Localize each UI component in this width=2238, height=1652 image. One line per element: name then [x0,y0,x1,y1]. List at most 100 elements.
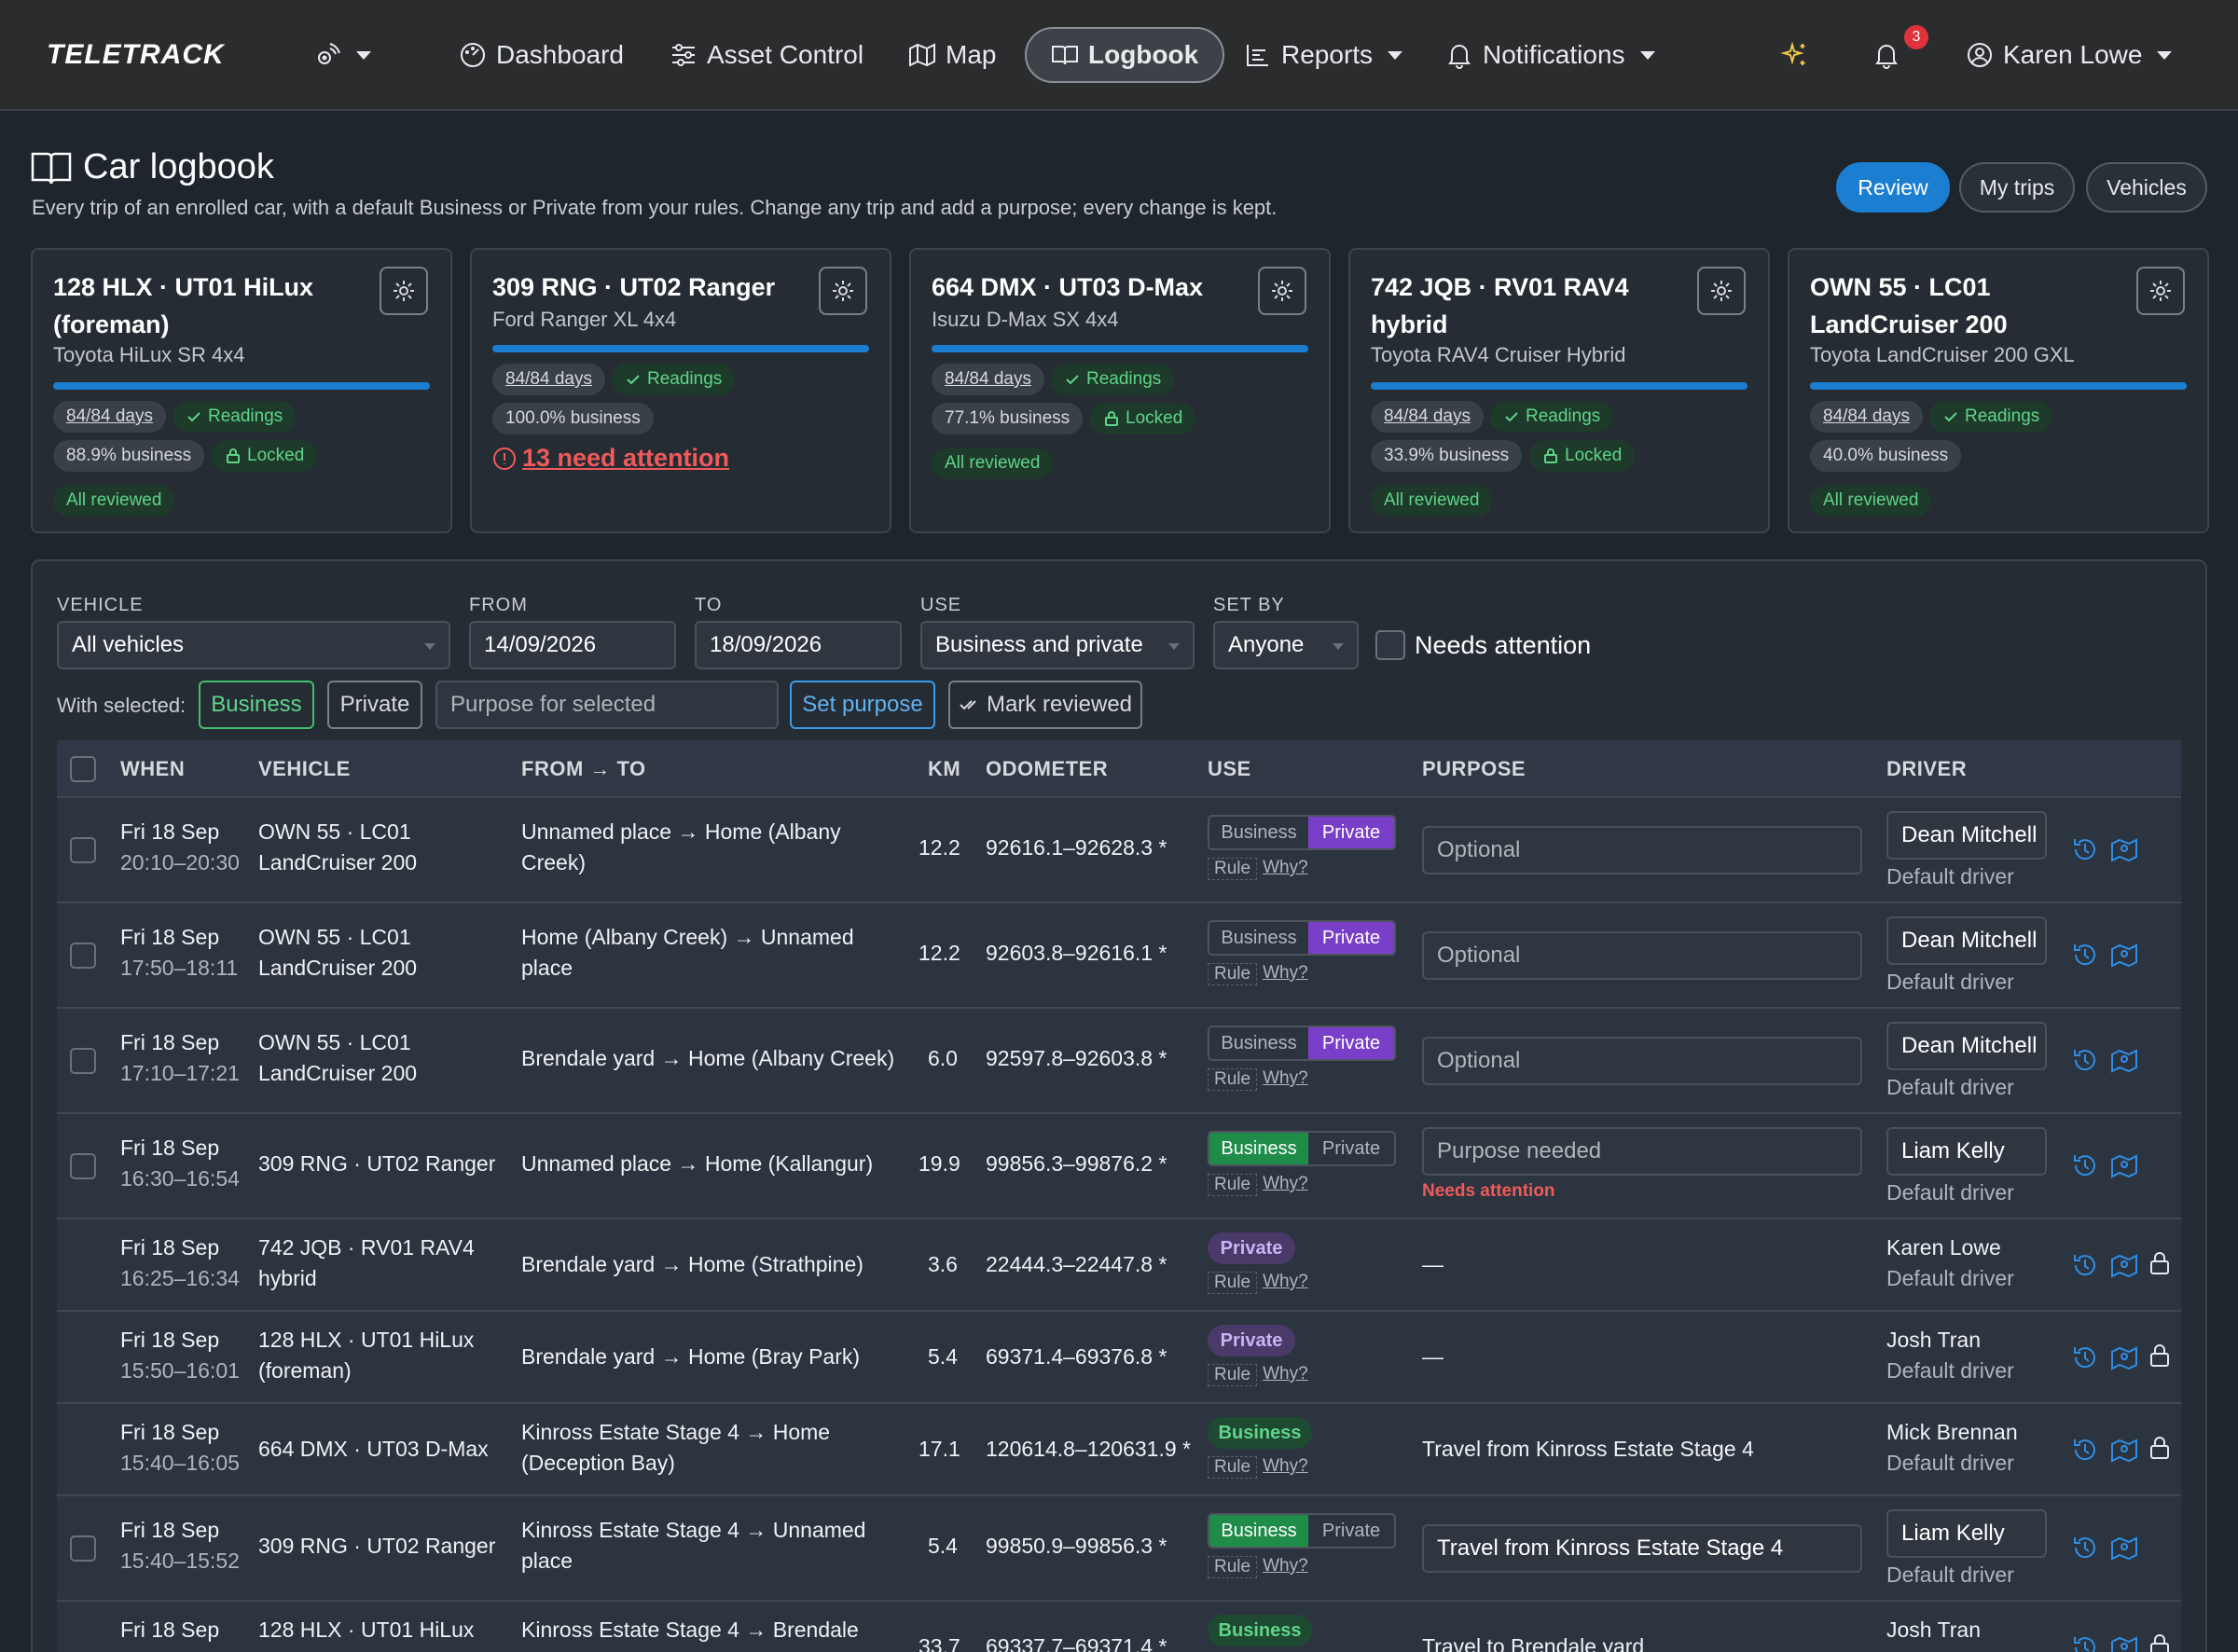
table-row[interactable]: Fri 18 Sep 16:30–16:54 309 RNG · UT02 Ra… [57,1114,2181,1219]
from-date-input[interactable]: 14/09/2026 [469,621,676,669]
header-driver[interactable]: DRIVER [1886,757,1968,780]
header-when[interactable]: WHEN [120,757,186,780]
history-icon[interactable] [2071,1251,2099,1279]
header-use[interactable]: USE [1208,757,1251,780]
use-toggle[interactable]: Business Private [1208,1513,1396,1549]
history-icon[interactable] [2071,835,2099,863]
use-business-option[interactable]: Business [1221,821,1297,843]
use-toggle[interactable]: Business Private [1208,1131,1396,1166]
days-chip[interactable]: 84/84 days [1371,401,1484,433]
mark-reviewed-button[interactable]: Mark reviewed [948,681,1142,729]
header-odometer[interactable]: ODOMETER [986,757,1109,780]
use-private-option[interactable]: Private [1308,922,1394,954]
use-private-option[interactable]: Private [1321,1520,1381,1541]
vehicle-settings-button[interactable] [1697,267,1746,315]
history-icon[interactable] [2071,1343,2099,1371]
rule-why[interactable]: Rule Why? [1208,1556,1308,1578]
why-link[interactable]: Why? [1263,1556,1308,1576]
rule-why[interactable]: Rule Why? [1208,1272,1308,1294]
why-link[interactable]: Why? [1263,963,1308,983]
rule-why[interactable]: Rule Why? [1208,1174,1308,1196]
table-row[interactable]: Fri 18 Sep 15:50–16:01 128 HLX · UT01 Hi… [57,1312,2181,1404]
driver-input[interactable]: Dean Mitchell [1886,916,2047,965]
history-icon[interactable] [2071,1534,2099,1562]
row-checkbox[interactable] [70,943,96,969]
header-from-to[interactable]: FROM → TO [521,757,646,780]
driver-input[interactable]: Liam Kelly [1886,1127,2047,1176]
purpose-input[interactable]: Optional [1422,826,1862,874]
map-route-icon[interactable] [2110,1534,2138,1562]
why-link[interactable]: Why? [1263,1272,1308,1291]
set-purpose-button[interactable]: Set purpose [790,681,935,729]
map-route-icon[interactable] [2110,1046,2138,1074]
to-date-input[interactable]: 18/09/2026 [695,621,902,669]
vehicle-card[interactable]: 128 HLX · UT01 HiLux (foreman) Toyota Hi… [31,248,452,533]
row-checkbox[interactable] [70,1153,96,1179]
bulk-business-button[interactable]: Business [199,681,314,729]
table-row[interactable]: Fri 18 Sep 15:40–16:05 664 DMX · UT03 D-… [57,1404,2181,1496]
vehicle-settings-button[interactable] [2136,267,2185,315]
history-icon[interactable] [2071,941,2099,969]
bulk-private-button[interactable]: Private [327,681,422,729]
ai-sparkle-button[interactable] [1780,26,1808,84]
nav-reports[interactable]: Reports [1244,26,1403,84]
nav-map[interactable]: Map [908,26,996,84]
map-route-icon[interactable] [2110,941,2138,969]
vehicle-settings-button[interactable] [380,267,428,315]
rule-why[interactable]: Rule Why? [1208,1068,1308,1091]
table-row[interactable]: Fri 18 Sep 20:10–20:30 OWN 55 · LC01 Lan… [57,798,2181,903]
bulk-purpose-input[interactable]: Purpose for selected [435,681,779,729]
row-checkbox[interactable] [70,1535,96,1562]
purpose-input[interactable]: Travel from Kinross Estate Stage 4 [1422,1524,1862,1573]
map-route-icon[interactable] [2110,1151,2138,1179]
use-private-option[interactable]: Private [1308,1027,1394,1059]
table-row[interactable]: Fri 18 Sep 17:50–18:11 OWN 55 · LC01 Lan… [57,903,2181,1009]
use-toggle[interactable]: Business Private [1208,920,1396,956]
vehicle-settings-button[interactable] [1258,267,1306,315]
why-link[interactable]: Why? [1263,1456,1308,1476]
vehicle-card[interactable]: 664 DMX · UT03 D-Max Isuzu D-Max SX 4x4 … [909,248,1331,533]
driver-input[interactable]: Dean Mitchell [1886,1022,2047,1070]
map-route-icon[interactable] [2110,835,2138,863]
use-business-option[interactable]: Business [1209,1133,1308,1164]
nav-logbook[interactable]: Logbook [1025,27,1225,83]
rule-why[interactable]: Rule Why? [1208,858,1308,880]
table-row[interactable]: Fri 18 Sep 17:10–17:21 OWN 55 · LC01 Lan… [57,1009,2181,1114]
days-chip[interactable]: 84/84 days [1810,401,1923,433]
why-link[interactable]: Why? [1263,1068,1308,1088]
review-button[interactable]: Review [1836,162,1950,213]
history-icon[interactable] [2071,1436,2099,1464]
vehicle-filter-select[interactable]: All vehicles [57,621,450,669]
use-toggle[interactable]: Business Private [1208,1026,1396,1061]
needs-attention-checkbox[interactable] [1375,630,1405,660]
purpose-input[interactable]: Optional [1422,1037,1862,1085]
use-business-option[interactable]: Business [1209,1515,1308,1547]
rule-why[interactable]: Rule Why? [1208,1364,1308,1386]
vehicles-button[interactable]: Vehicles [2086,162,2207,213]
vehicle-card[interactable]: OWN 55 · LC01 LandCruiser 200 Toyota Lan… [1788,248,2209,533]
map-route-icon[interactable] [2110,1436,2138,1464]
purpose-input[interactable]: Purpose needed [1422,1127,1862,1176]
use-business-option[interactable]: Business [1221,927,1297,948]
use-private-option[interactable]: Private [1308,817,1394,848]
use-filter-select[interactable]: Business and private [920,621,1195,669]
table-row[interactable]: Fri 18 Sep 15:40–15:52 309 RNG · UT02 Ra… [57,1496,2181,1602]
set-by-filter-select[interactable]: Anyone [1213,621,1359,669]
row-checkbox[interactable] [70,837,96,863]
header-km[interactable]: KM [928,757,961,780]
vehicle-card[interactable]: 742 JQB · RV01 RAV4 hybrid Toyota RAV4 C… [1348,248,1770,533]
days-chip[interactable]: 84/84 days [932,364,1044,395]
use-toggle[interactable]: Business Private [1208,815,1396,850]
why-link[interactable]: Why? [1263,1174,1308,1193]
header-vehicle[interactable]: VEHICLE [258,757,351,780]
driver-input[interactable]: Liam Kelly [1886,1509,2047,1558]
map-route-icon[interactable] [2110,1251,2138,1279]
map-route-icon[interactable] [2110,1343,2138,1371]
nav-dashboard[interactable]: Dashboard [459,26,624,84]
needs-attention-link[interactable]: 13 need attention [492,444,729,473]
row-checkbox[interactable] [70,1048,96,1074]
notification-bell-button[interactable] [1872,26,1900,84]
rule-why[interactable]: Rule Why? [1208,963,1308,985]
nav-notifications[interactable]: Notifications [1445,26,1655,84]
driver-input[interactable]: Dean Mitchell [1886,811,2047,860]
